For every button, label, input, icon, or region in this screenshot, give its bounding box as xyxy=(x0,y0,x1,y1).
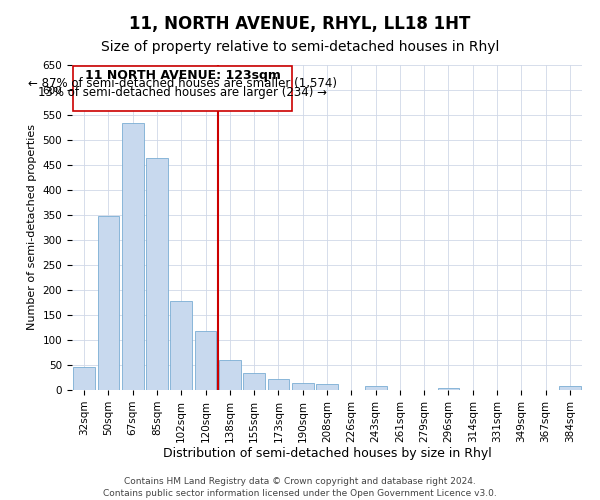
Text: Contains HM Land Registry data © Crown copyright and database right 2024.
Contai: Contains HM Land Registry data © Crown c… xyxy=(103,476,497,498)
Text: Size of property relative to semi-detached houses in Rhyl: Size of property relative to semi-detach… xyxy=(101,40,499,54)
Bar xyxy=(146,158,168,390)
Bar xyxy=(170,301,192,390)
Bar xyxy=(559,386,581,390)
Bar xyxy=(194,331,217,390)
Bar xyxy=(292,382,314,390)
Y-axis label: Number of semi-detached properties: Number of semi-detached properties xyxy=(27,124,37,330)
Bar xyxy=(122,122,143,390)
Text: 11 NORTH AVENUE: 123sqm: 11 NORTH AVENUE: 123sqm xyxy=(85,68,280,82)
Bar xyxy=(268,379,289,390)
Text: ← 87% of semi-detached houses are smaller (1,574): ← 87% of semi-detached houses are smalle… xyxy=(28,78,337,90)
Bar xyxy=(243,372,265,390)
Bar xyxy=(97,216,119,390)
Bar xyxy=(437,388,460,390)
Bar xyxy=(316,384,338,390)
Bar xyxy=(73,367,95,390)
FancyBboxPatch shape xyxy=(73,66,292,111)
X-axis label: Distribution of semi-detached houses by size in Rhyl: Distribution of semi-detached houses by … xyxy=(163,448,491,460)
Bar xyxy=(219,360,241,390)
Text: 11, NORTH AVENUE, RHYL, LL18 1HT: 11, NORTH AVENUE, RHYL, LL18 1HT xyxy=(130,15,470,33)
Text: 13% of semi-detached houses are larger (234) →: 13% of semi-detached houses are larger (… xyxy=(38,86,327,99)
Bar xyxy=(365,386,386,390)
